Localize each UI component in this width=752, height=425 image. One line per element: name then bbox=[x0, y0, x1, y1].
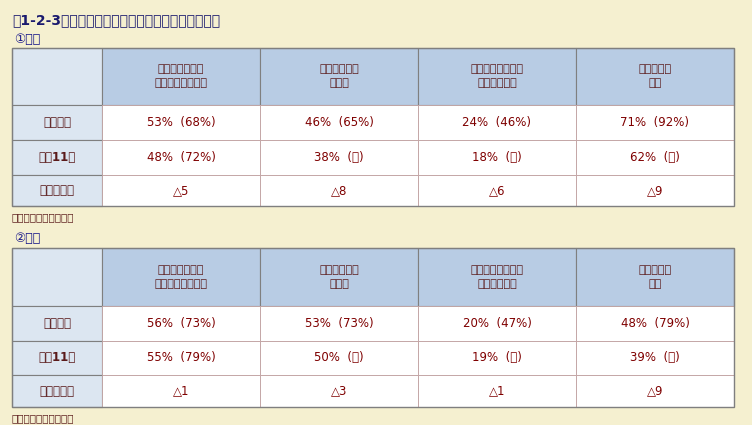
Text: 生活の中で
大切: 生活の中で 大切 bbox=[638, 65, 672, 88]
Bar bbox=[102, 48, 260, 105]
Text: ②理科: ②理科 bbox=[14, 232, 41, 245]
Bar bbox=[576, 306, 734, 340]
Text: 20%  (47%): 20% (47%) bbox=[462, 317, 532, 330]
Bar bbox=[576, 375, 734, 407]
Text: 理科の勉強は
楽しい: 理科の勉強は 楽しい bbox=[319, 265, 359, 289]
Text: △9: △9 bbox=[647, 385, 663, 398]
Bar bbox=[12, 48, 734, 207]
Text: 46%  (65%): 46% (65%) bbox=[305, 116, 374, 129]
Bar bbox=[418, 105, 576, 140]
Bar bbox=[12, 248, 734, 407]
Bar bbox=[260, 140, 418, 175]
Text: △5: △5 bbox=[173, 184, 190, 197]
Text: 53%  (68%): 53% (68%) bbox=[147, 116, 215, 129]
Text: 数学が「好き」
または「大好き」: 数学が「好き」 または「大好き」 bbox=[154, 65, 208, 88]
Bar bbox=[102, 175, 260, 207]
Bar bbox=[576, 340, 734, 375]
Bar bbox=[260, 248, 418, 306]
Bar bbox=[418, 48, 576, 105]
Bar bbox=[418, 375, 576, 407]
Bar bbox=[260, 375, 418, 407]
Bar bbox=[12, 105, 102, 140]
Bar bbox=[12, 340, 102, 375]
Text: △1: △1 bbox=[489, 385, 505, 398]
Text: 71%  (92%): 71% (92%) bbox=[620, 116, 690, 129]
Bar bbox=[576, 48, 734, 105]
Text: 平成７年: 平成７年 bbox=[43, 116, 71, 129]
Bar bbox=[12, 375, 102, 407]
Text: 前回との差: 前回との差 bbox=[40, 184, 74, 197]
Text: 24%  (46%): 24% (46%) bbox=[462, 116, 532, 129]
Text: 48%  (72%): 48% (72%) bbox=[147, 151, 215, 164]
Text: △6: △6 bbox=[489, 184, 505, 197]
Text: （　）内は国際平均値: （ ）内は国際平均値 bbox=[12, 413, 74, 423]
Bar bbox=[418, 248, 576, 306]
Bar bbox=[418, 175, 576, 207]
Text: ①数学: ①数学 bbox=[14, 33, 41, 46]
Text: 表1-2-3　　数学・理科に対する意識（中学２年）: 表1-2-3 数学・理科に対する意識（中学２年） bbox=[12, 13, 220, 27]
Text: 56%  (73%): 56% (73%) bbox=[147, 317, 215, 330]
Bar bbox=[576, 175, 734, 207]
Text: 50%  (－): 50% (－) bbox=[314, 351, 364, 364]
Text: △8: △8 bbox=[331, 184, 347, 197]
Bar bbox=[260, 175, 418, 207]
Bar bbox=[260, 48, 418, 105]
Text: 理科が「好き」
または「大好き」: 理科が「好き」 または「大好き」 bbox=[154, 265, 208, 289]
Text: 生活の中で
大切: 生活の中で 大切 bbox=[638, 265, 672, 289]
Text: 18%  (－): 18% (－) bbox=[472, 151, 522, 164]
Text: 将来，数学を使う
仕事がしたい: 将来，数学を使う 仕事がしたい bbox=[471, 65, 523, 88]
Bar bbox=[576, 140, 734, 175]
Text: 53%  (73%): 53% (73%) bbox=[305, 317, 373, 330]
Bar bbox=[12, 48, 102, 105]
Bar bbox=[260, 105, 418, 140]
Bar bbox=[12, 248, 102, 306]
Text: 62%  (－): 62% (－) bbox=[630, 151, 680, 164]
Bar bbox=[260, 306, 418, 340]
Text: 前回との差: 前回との差 bbox=[40, 385, 74, 398]
Bar bbox=[12, 306, 102, 340]
Bar bbox=[418, 140, 576, 175]
Text: 平成11年: 平成11年 bbox=[38, 351, 76, 364]
Bar bbox=[418, 306, 576, 340]
Text: △3: △3 bbox=[331, 385, 347, 398]
Text: 数学の勉強は
楽しい: 数学の勉強は 楽しい bbox=[319, 65, 359, 88]
Bar bbox=[418, 340, 576, 375]
Text: 39%  (－): 39% (－) bbox=[630, 351, 680, 364]
Text: 平成７年: 平成７年 bbox=[43, 317, 71, 330]
Bar bbox=[102, 140, 260, 175]
Bar bbox=[102, 375, 260, 407]
Text: △1: △1 bbox=[173, 385, 190, 398]
Text: △9: △9 bbox=[647, 184, 663, 197]
Text: 55%  (79%): 55% (79%) bbox=[147, 351, 215, 364]
Text: 平成11年: 平成11年 bbox=[38, 151, 76, 164]
Bar bbox=[12, 140, 102, 175]
Text: 19%  (－): 19% (－) bbox=[472, 351, 522, 364]
Bar bbox=[260, 340, 418, 375]
Bar bbox=[12, 175, 102, 207]
Text: （　）内は国際平均値: （ ）内は国際平均値 bbox=[12, 212, 74, 222]
Text: 38%  (－): 38% (－) bbox=[314, 151, 364, 164]
Bar bbox=[102, 306, 260, 340]
Bar bbox=[576, 105, 734, 140]
Bar bbox=[102, 248, 260, 306]
Text: 将来，理科を使う
仕事がしたい: 将来，理科を使う 仕事がしたい bbox=[471, 265, 523, 289]
Bar bbox=[102, 340, 260, 375]
Bar bbox=[102, 105, 260, 140]
Bar bbox=[576, 248, 734, 306]
Text: 48%  (79%): 48% (79%) bbox=[620, 317, 690, 330]
